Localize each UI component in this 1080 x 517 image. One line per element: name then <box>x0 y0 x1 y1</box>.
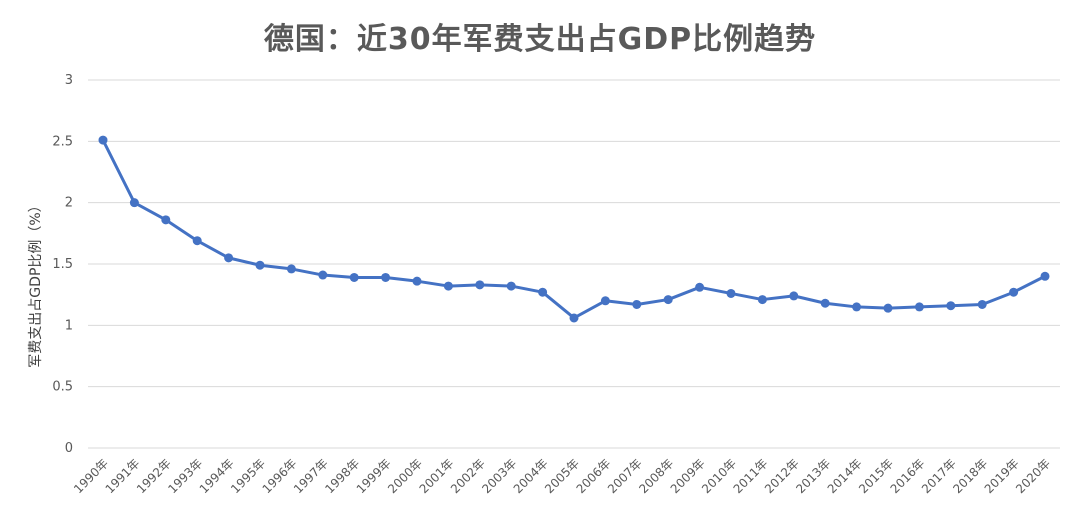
data-point <box>538 287 548 297</box>
data-point <box>789 291 799 301</box>
data-point <box>977 299 987 309</box>
data-point <box>318 270 328 280</box>
data-point <box>726 288 736 298</box>
data-point <box>412 276 422 286</box>
data-point <box>852 302 862 312</box>
data-point <box>820 298 830 308</box>
y-tick-label: 1.5 <box>52 257 73 272</box>
data-point <box>600 296 610 306</box>
x-tick-label: 2020年 <box>1013 456 1053 496</box>
data-point <box>98 135 108 145</box>
data-point <box>443 281 453 291</box>
data-point <box>695 282 705 292</box>
data-point <box>506 281 516 291</box>
chart-title: 德国：近30年军费支出占GDP比例趋势 <box>263 22 817 57</box>
data-point <box>569 313 579 323</box>
series-line <box>101 139 1046 320</box>
data-point <box>349 272 359 282</box>
data-point <box>757 295 767 305</box>
data-point <box>129 198 139 208</box>
y-tick-label: 0 <box>65 441 73 456</box>
y-axis-label: 军费支出占GDP比例（%） <box>28 198 44 367</box>
data-point <box>224 253 234 263</box>
data-point <box>663 295 673 305</box>
data-point <box>381 272 391 282</box>
data-point <box>475 280 485 290</box>
series-lines <box>101 139 1046 320</box>
data-point <box>255 260 265 270</box>
data-point <box>946 301 956 311</box>
x-axis-ticks: 1990年1991年1992年1993年1994年1995年1996年1997年… <box>71 456 1053 496</box>
data-point <box>632 299 642 309</box>
y-tick-label: 2 <box>65 196 73 211</box>
data-point <box>192 236 202 246</box>
data-point <box>161 215 171 225</box>
y-tick-label: 1 <box>65 318 73 333</box>
gridlines <box>88 79 1060 449</box>
data-point <box>1009 287 1019 297</box>
y-tick-label: 3 <box>65 73 73 88</box>
y-tick-label: 2.5 <box>52 134 73 149</box>
series-points <box>98 135 1050 323</box>
y-axis-ticks: 0 0.5 1 1.5 2 2.5 3 <box>52 73 73 456</box>
data-point <box>1040 271 1050 281</box>
data-point <box>883 303 893 313</box>
data-point <box>286 264 296 274</box>
data-point <box>914 302 924 312</box>
y-tick-label: 0.5 <box>52 380 73 395</box>
